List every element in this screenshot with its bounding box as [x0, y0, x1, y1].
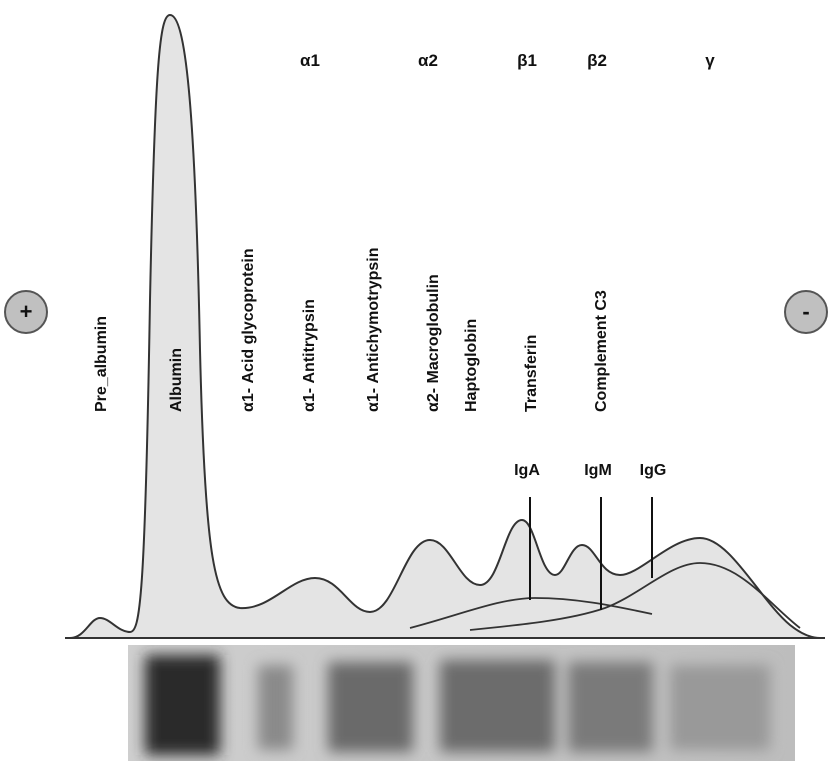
fraction-label: γ	[705, 51, 715, 70]
protein-label: α1- Acid glycoprotein	[240, 248, 257, 412]
gel-strip	[128, 645, 795, 761]
protein-label: Haptoglobin	[463, 319, 480, 412]
protein-label: Transferin	[523, 335, 540, 412]
fraction-label: β2	[587, 51, 607, 70]
protein-label: α2- Macroglobulin	[425, 274, 442, 412]
fraction-label: β1	[517, 51, 537, 70]
protein-label: Pre_albumin	[93, 316, 110, 412]
electrophoresis-diagram: + - α1 α2 β1 β2 γ Pre_albumin Albumin α1…	[0, 0, 835, 761]
protein-label: Albumin	[168, 348, 185, 412]
ig-label: IgG	[640, 462, 667, 479]
ig-label: IgA	[514, 462, 540, 479]
fraction-label: α2	[418, 51, 438, 70]
protein-curve	[70, 15, 820, 638]
protein-label: Complement C3	[593, 290, 610, 412]
fraction-label: α1	[300, 51, 320, 70]
ig-label: IgM	[584, 462, 612, 479]
protein-label: α1- Antichymotrypsin	[365, 247, 382, 412]
cathode-sign: -	[802, 299, 809, 324]
anode-sign: +	[20, 299, 33, 324]
protein-label: α1- Antitrypsin	[301, 299, 318, 412]
